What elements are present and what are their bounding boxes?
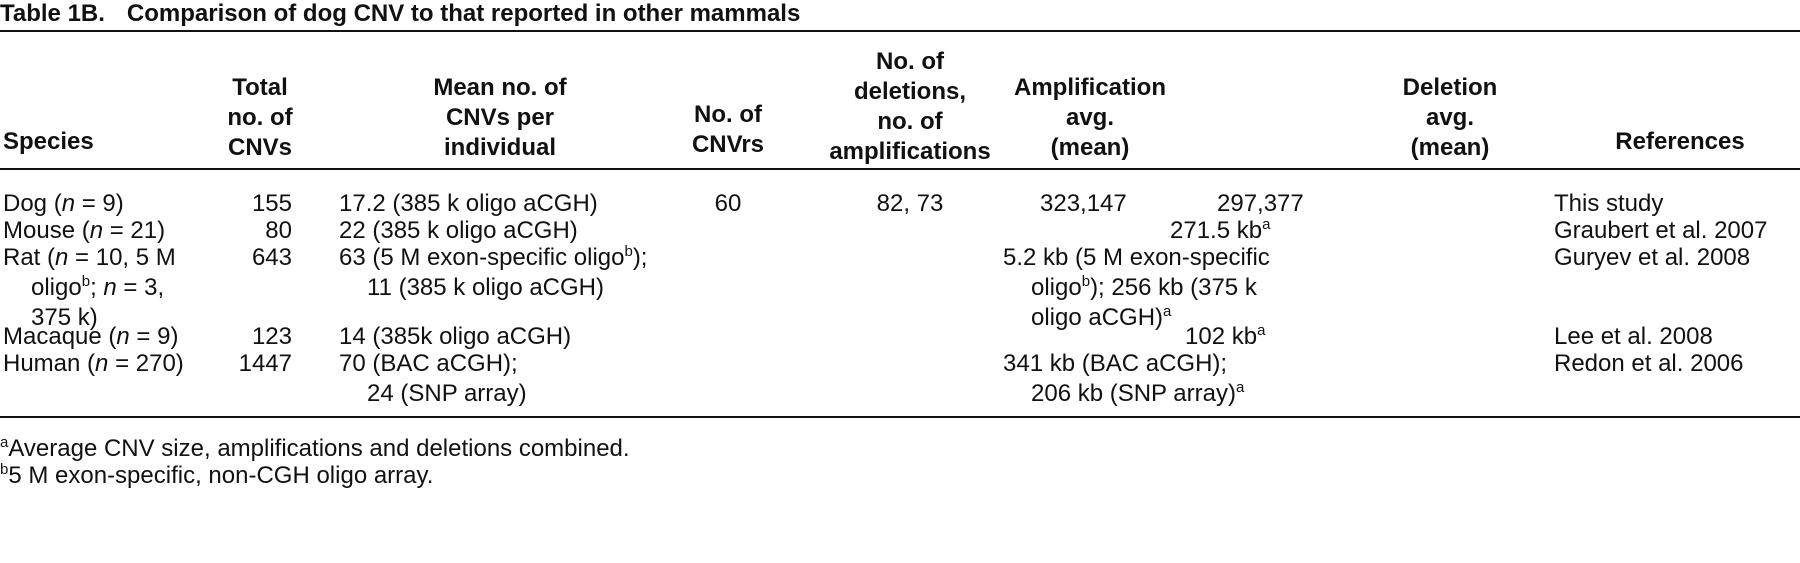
cell-del-dog: 297,377 (1217, 190, 1304, 217)
footnote-a: aAverage CNV size, amplifications and de… (0, 434, 630, 462)
cell-cnvrs-dog: 60 (714, 190, 742, 217)
cell-size-rat: 5.2 kb (5 M exon-specific oligob); 256 k… (1003, 244, 1270, 331)
header-rule (0, 168, 1800, 170)
header-amplification-avg: Amplification avg. (mean) (1013, 74, 1166, 161)
cell-size-macaque: 102 kba (1185, 322, 1266, 350)
cell-amp-dog: 323,147 (1040, 190, 1127, 217)
cell-ref-macaque: Lee et al. 2008 (1554, 323, 1713, 350)
cell-total-dog: 155 (251, 190, 292, 217)
cell-mean-human: 70 (BAC aCGH); 24 (SNP array) (339, 350, 527, 407)
cell-total-human: 1447 (238, 350, 292, 377)
header-species: Species (3, 128, 94, 155)
cell-total-mouse: 80 (265, 217, 292, 244)
table-title: Table 1B. Comparison of dog CNV to that r… (0, 0, 800, 28)
cell-size-mouse: 271.5 kba (1170, 216, 1271, 244)
cell-mean-macaque: 14 (385k oligo aCGH) (339, 323, 572, 350)
cell-size-human: 341 kb (BAC aCGH); 206 kb (SNP array)a (1003, 350, 1245, 407)
header-references: References (1615, 128, 1745, 155)
cell-ref-dog: This study (1554, 190, 1664, 217)
cell-mean-mouse: 22 (385 k oligo aCGH) (339, 217, 578, 244)
cell-ref-rat: Guryev et al. 2008 (1554, 244, 1751, 271)
header-deletions-amplifications: No. of deletions, no. of amplifications (829, 48, 991, 165)
table-caption: Comparison of dog CNV to that reported i… (126, 0, 801, 27)
cell-species-mouse: Mouse (n = 21) (3, 217, 166, 244)
cell-total-rat: 643 (251, 244, 292, 271)
header-cnvrs: No. of CNVrs (691, 101, 765, 158)
cell-ref-mouse: Graubert et al. 2007 (1554, 217, 1768, 244)
cell-total-macaque: 123 (251, 323, 292, 350)
top-rule (0, 30, 1800, 32)
footnote-b: b5 M exon-specific, non-CGH oligo array. (0, 461, 434, 489)
header-total-cnvs: Total no. of CNVs (227, 74, 293, 161)
cell-mean-rat: 63 (5 M exon-specific oligob); 11 (385 k… (339, 243, 648, 301)
cell-species-human: Human (n = 270) (3, 350, 184, 377)
cell-ref-human: Redon et al. 2006 (1554, 350, 1744, 377)
cell-dels-dog: 82, 73 (876, 190, 944, 217)
header-mean-cnvs: Mean no. of CNVs per individual (433, 74, 567, 161)
cell-species-macaque: Macaque (n = 9) (3, 323, 179, 350)
cell-species-rat: Rat (n = 10, 5 M oligob; n = 3, 375 k) (3, 244, 176, 331)
cell-mean-dog: 17.2 (385 k oligo aCGH) (339, 190, 598, 217)
table-label: Table 1B. (0, 0, 105, 27)
cell-species-dog: Dog (n = 9) (3, 190, 124, 217)
header-deletion-avg: Deletion avg. (mean) (1402, 74, 1498, 161)
bottom-rule (0, 416, 1800, 418)
